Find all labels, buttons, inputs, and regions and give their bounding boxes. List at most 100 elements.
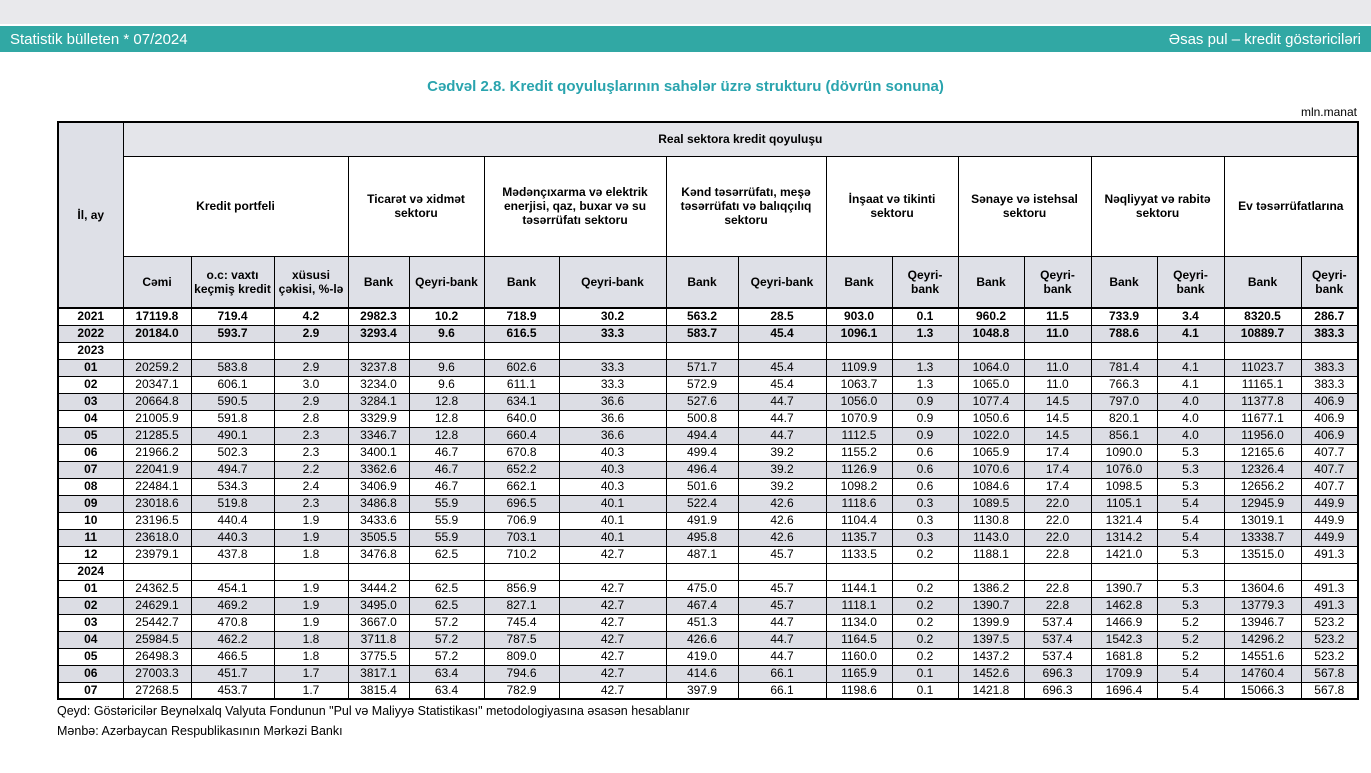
data-cell: 496.4 [665, 460, 739, 479]
data-cell: 45.4 [737, 358, 827, 377]
data-cell: 12945.9 [1223, 494, 1302, 513]
table-row: 2022 20184.0 593.7 2.9 3293.4 9.6 616.5 33.3 583… [57, 324, 1359, 343]
data-cell: 1421.0 [1090, 545, 1158, 564]
data-cell: 12656.2 [1223, 477, 1302, 496]
data-cell: 12165.6 [1223, 443, 1302, 462]
data-cell: 462.2 [190, 630, 275, 649]
data-cell: 11956.0 [1223, 426, 1302, 445]
table-row: 04 25984.5 462.2 1.8 3711.8 57.2 787.5 42.7 426.… [57, 630, 1359, 649]
data-cell: 1.8 [273, 647, 349, 666]
data-cell: 13338.7 [1223, 528, 1302, 547]
data-cell: 42.6 [737, 511, 827, 530]
data-cell [1223, 562, 1302, 581]
data-cell: 406.9 [1300, 409, 1359, 428]
group-header: Ticarət və xidmət sektoru [347, 155, 485, 257]
data-cell: 22.0 [1023, 511, 1092, 530]
data-cell: 42.7 [558, 613, 667, 632]
data-cell: 40.1 [558, 494, 667, 513]
data-cell: 809.0 [483, 647, 560, 666]
data-cell: 487.1 [665, 545, 739, 564]
data-cell: 14551.6 [1223, 647, 1302, 666]
data-cell: 788.6 [1090, 324, 1158, 343]
data-cell: 519.8 [190, 494, 275, 513]
data-cell: 1188.1 [957, 545, 1025, 564]
data-cell: 703.1 [483, 528, 560, 547]
data-cell: 20259.2 [122, 358, 192, 377]
data-cell: 23618.0 [122, 528, 192, 547]
data-cell: 40.1 [558, 528, 667, 547]
data-cell [347, 341, 410, 360]
section-name-label: Əsas pul – kredit göstəriciləri [1168, 30, 1361, 48]
data-cell: 1421.8 [957, 681, 1025, 700]
row-label: 04 [57, 409, 124, 428]
data-cell: 25442.7 [122, 613, 192, 632]
data-cell: 1.8 [273, 630, 349, 649]
column-header: Bank [665, 255, 739, 309]
data-cell: 9.6 [408, 324, 485, 343]
table-row: 02 20347.1 606.1 3.0 3234.0 9.6 611.1 33.3 572.9… [57, 375, 1359, 394]
column-header: Bank [1223, 255, 1302, 309]
table-row: 06 21966.2 502.3 2.3 3400.1 46.7 670.8 40.3 499.… [57, 443, 1359, 462]
data-cell: 5.3 [1156, 596, 1225, 615]
data-cell: 5.2 [1156, 647, 1225, 666]
data-cell: 1090.0 [1090, 443, 1158, 462]
data-cell: 17.4 [1023, 460, 1092, 479]
data-cell: 40.1 [558, 511, 667, 530]
data-cell: 1466.9 [1090, 613, 1158, 632]
data-cell: 407.7 [1300, 443, 1359, 462]
group-header: Kənd təsərrüfatı, meşə təsərrüfatı və ba… [665, 155, 827, 257]
data-cell: 46.7 [408, 477, 485, 496]
data-cell: 407.7 [1300, 477, 1359, 496]
window-top-strip [0, 0, 1371, 26]
data-cell: 14296.2 [1223, 630, 1302, 649]
data-cell: 567.8 [1300, 681, 1359, 700]
data-cell: 502.3 [190, 443, 275, 462]
data-cell [891, 562, 959, 581]
data-cell: 611.1 [483, 375, 560, 394]
column-header: Bank [825, 255, 893, 309]
data-cell: 419.0 [665, 647, 739, 666]
data-cell: 24362.5 [122, 579, 192, 598]
data-cell: 1133.5 [825, 545, 893, 564]
data-cell: 1056.0 [825, 392, 893, 411]
data-cell: 440.3 [190, 528, 275, 547]
data-cell: 5.3 [1156, 443, 1225, 462]
data-cell: 453.7 [190, 681, 275, 700]
credit-structure-table: İl, ay Real sektora kredit qoyuluşu Kredit… [57, 121, 1360, 700]
data-cell: 440.4 [190, 511, 275, 530]
data-cell [1090, 562, 1158, 581]
source-text: Mənbə: Azərbaycan Respublikasının Mərkəz… [57, 723, 343, 738]
data-cell: 491.9 [665, 511, 739, 530]
data-cell: 407.7 [1300, 460, 1359, 479]
data-cell: 426.6 [665, 630, 739, 649]
data-cell: 454.1 [190, 579, 275, 598]
data-cell: 2.9 [273, 358, 349, 377]
data-cell: 522.4 [665, 494, 739, 513]
data-cell: 820.1 [1090, 409, 1158, 428]
data-cell: 11.0 [1023, 375, 1092, 394]
data-cell [665, 562, 739, 581]
data-cell: 44.7 [737, 613, 827, 632]
data-cell: 12.8 [408, 409, 485, 428]
table-title: Cədvəl 2.8. Kredit qoyuluşlarının sahələ… [427, 78, 944, 95]
row-label: 10 [57, 511, 124, 530]
data-cell: 12.8 [408, 426, 485, 445]
column-header: Qeyri-bank [1156, 255, 1225, 309]
data-cell: 40.3 [558, 477, 667, 496]
data-cell [825, 341, 893, 360]
row-label: 11 [57, 528, 124, 547]
data-cell: 46.7 [408, 460, 485, 479]
data-cell: 62.5 [408, 579, 485, 598]
data-cell: 523.2 [1300, 630, 1359, 649]
data-cell: 856.9 [483, 579, 560, 598]
data-cell: 27268.5 [122, 681, 192, 700]
note-text: Qeyd: Göstəricilər Beynəlxalq Valyuta Fo… [57, 704, 690, 718]
data-cell: 4.1 [1156, 375, 1225, 394]
data-cell: 640.0 [483, 409, 560, 428]
data-cell: 42.7 [558, 579, 667, 598]
data-cell: 22.8 [1023, 545, 1092, 564]
data-cell: 501.6 [665, 477, 739, 496]
data-cell: 406.9 [1300, 392, 1359, 411]
data-cell: 286.7 [1300, 307, 1359, 326]
data-cell: 1452.6 [957, 664, 1025, 683]
